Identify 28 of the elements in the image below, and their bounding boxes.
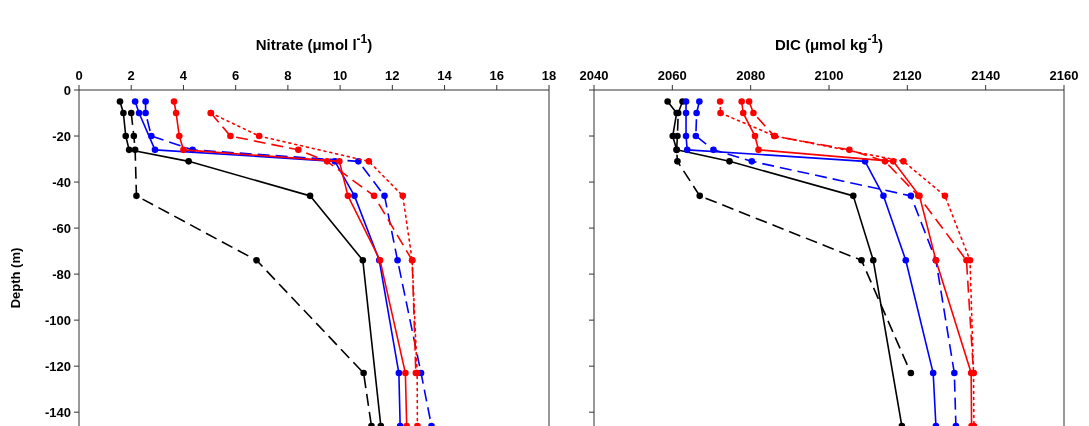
y-tick-label: -60 — [52, 220, 71, 236]
y-axis-title: Depth (m) — [8, 247, 23, 309]
x-tick-label: 2 — [127, 68, 135, 83]
y-tick-label: -80 — [52, 266, 71, 282]
x-tick-label: 18 — [541, 68, 557, 83]
x-tick-label: 2060 — [657, 68, 687, 83]
x-tick-label: 2140 — [971, 68, 1001, 83]
x-tick-label: 4 — [179, 68, 188, 83]
y-tick-label: -140 — [44, 404, 71, 420]
x-tick-label: 10 — [332, 68, 348, 83]
x-tick-label: 6 — [232, 68, 240, 83]
x-tick-label: 2100 — [814, 68, 844, 83]
x-tick-label: 2080 — [736, 68, 766, 83]
x-tick-label: 16 — [489, 68, 505, 83]
x-tick-label: 2120 — [892, 68, 922, 83]
y-tick-label: -100 — [44, 312, 71, 328]
x-tick-label: 2040 — [579, 68, 609, 83]
y-tick-label: -20 — [52, 128, 71, 144]
y-tick-label: -40 — [52, 174, 71, 190]
chart-title: Nitrate (μmol l$^{-1}$) — [255, 32, 373, 53]
y-tick-label: -120 — [44, 358, 71, 374]
y-tick-label: 0 — [63, 82, 71, 98]
chart-title: DIC (μmol kg$^{-1}$) — [774, 32, 884, 53]
x-tick-label: 2160 — [1049, 68, 1079, 83]
x-tick-label: 14 — [437, 68, 453, 83]
x-tick-label: 0 — [75, 68, 83, 83]
x-tick-label: 12 — [385, 68, 400, 83]
x-tick-label: 8 — [284, 68, 292, 83]
